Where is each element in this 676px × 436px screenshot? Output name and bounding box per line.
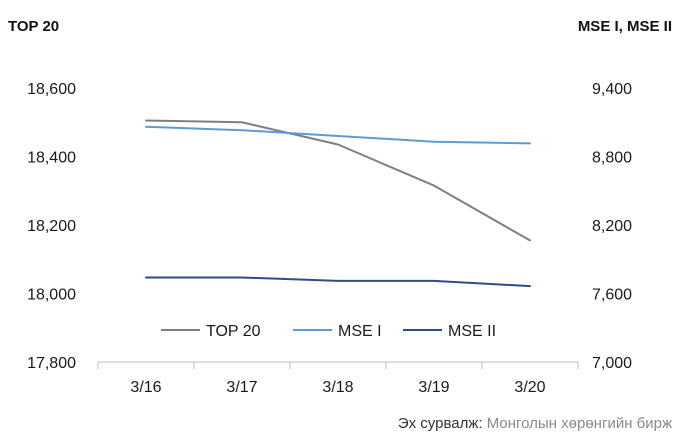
right-axis-title: MSE I, MSE II: [578, 18, 672, 35]
x-tick-label: 3/19: [418, 379, 449, 396]
right-axis-ticks: 9,400 8,800 8,200 7,600 7,000: [592, 81, 632, 372]
left-axis-ticks: 18,600 18,400 18,200 18,000 17,800: [27, 81, 76, 372]
legend-label: MSE II: [448, 323, 496, 340]
legend: TOP 20 MSE I MSE II: [161, 323, 496, 340]
left-tick-label: 18,000: [27, 287, 76, 304]
legend-label: MSE I: [338, 323, 382, 340]
series-line-mse-i: [146, 127, 530, 144]
legend-label: TOP 20: [206, 323, 261, 340]
right-tick-label: 9,400: [592, 81, 632, 98]
right-tick-label: 7,000: [592, 355, 632, 372]
series-line-mse-ii: [146, 278, 530, 287]
left-tick-label: 18,400: [27, 150, 76, 167]
right-tick-label: 8,800: [592, 150, 632, 167]
source-text: Монголын хөрөнгийн бирж: [483, 415, 672, 432]
x-tick-label: 3/18: [322, 379, 353, 396]
right-tick-label: 8,200: [592, 218, 632, 235]
source-note: Эх сурвалж: Монголын хөрөнгийн бирж: [398, 415, 672, 432]
series-line-top-20: [146, 121, 530, 241]
left-tick-label: 18,200: [27, 218, 76, 235]
x-tick-label: 3/16: [130, 379, 161, 396]
left-axis-title: TOP 20: [8, 18, 59, 35]
x-tick-label: 3/17: [226, 379, 257, 396]
left-tick-label: 17,800: [27, 355, 76, 372]
source-label: Эх сурвалж:: [398, 415, 483, 432]
x-axis: 3/16 3/17 3/18 3/19 3/20: [98, 362, 578, 396]
x-tick-label: 3/20: [514, 379, 545, 396]
right-tick-label: 7,600: [592, 287, 632, 304]
left-tick-label: 18,600: [27, 81, 76, 98]
series-lines: [146, 121, 530, 287]
